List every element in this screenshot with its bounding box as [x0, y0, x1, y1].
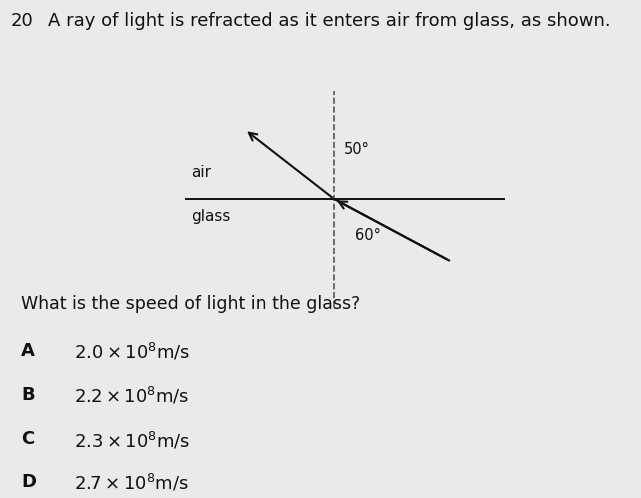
Text: $2.0\times10^{8}$m/s: $2.0\times10^{8}$m/s	[74, 342, 190, 363]
Text: A: A	[21, 342, 35, 360]
Text: $2.7\times10^{8}$m/s: $2.7\times10^{8}$m/s	[74, 473, 189, 494]
Text: 60°: 60°	[355, 229, 381, 244]
Text: D: D	[21, 473, 37, 491]
Text: 50°: 50°	[344, 142, 370, 157]
Text: $2.2\times10^{8}$m/s: $2.2\times10^{8}$m/s	[74, 386, 190, 407]
Text: C: C	[21, 430, 35, 448]
Text: $2.3\times10^{8}$m/s: $2.3\times10^{8}$m/s	[74, 430, 190, 451]
Text: glass: glass	[191, 209, 230, 224]
Text: 20: 20	[11, 12, 33, 30]
Text: B: B	[21, 386, 35, 404]
Text: What is the speed of light in the glass?: What is the speed of light in the glass?	[21, 295, 360, 313]
Text: A ray of light is refracted as it enters air from glass, as shown.: A ray of light is refracted as it enters…	[47, 12, 610, 30]
Text: air: air	[191, 165, 211, 180]
